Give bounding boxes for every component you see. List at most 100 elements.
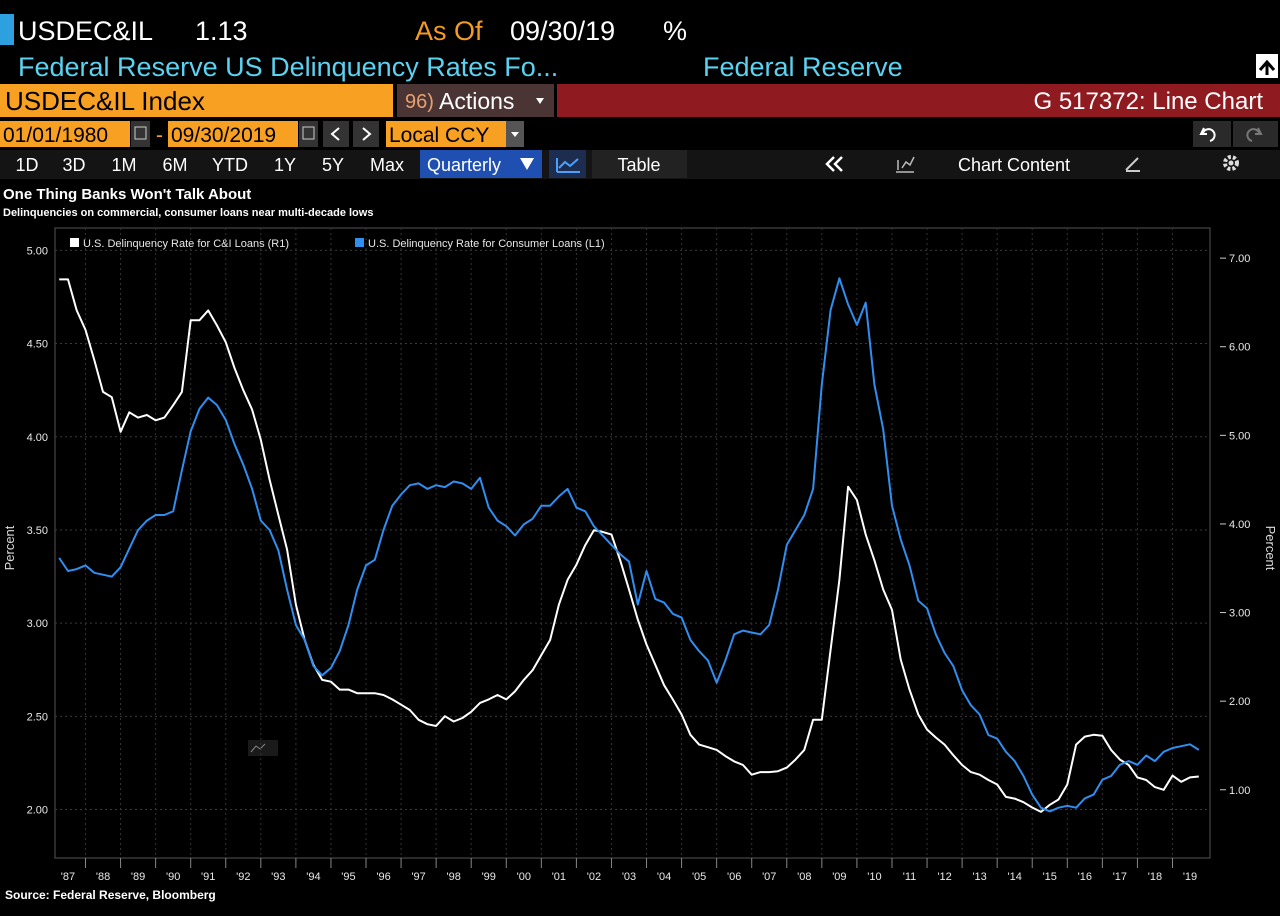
y-axis-label: Percent [2, 525, 17, 570]
x-tick-label: '01 [552, 871, 566, 883]
frequency: Quarterly [427, 155, 501, 175]
calendar-icon [134, 126, 147, 140]
y-tick-label: 2.50 [27, 711, 48, 723]
x-tick-label: '03 [622, 871, 636, 883]
period-buttons: 1D 3D 1M 6M YTD 1Y 5Y Max [15, 155, 404, 175]
period-button[interactable]: 1M [111, 155, 136, 175]
dropdown-arrow [520, 158, 534, 170]
undo-icon [1199, 127, 1216, 142]
settings-icon[interactable] [1223, 155, 1239, 171]
security: USDEC&IL Index [5, 86, 205, 116]
x-tick-label: '91 [201, 871, 215, 883]
start-date-field[interactable] [0, 121, 130, 147]
chart-source: Source: Federal Reserve, Bloomberg [5, 888, 216, 902]
prev-icon [330, 127, 340, 141]
y2-tick-label: 4.00 [1229, 519, 1250, 531]
legend-swatch [355, 238, 364, 247]
title-bar [557, 84, 1280, 117]
x-tick-label: '13 [972, 871, 986, 883]
x-tick-label: '10 [867, 871, 881, 883]
period-button[interactable]: Max [370, 155, 404, 175]
legend-label: U.S. Delinquency Rate for C&I Loans (R1) [83, 238, 289, 250]
x-tick-label: '04 [657, 871, 671, 883]
x-tick-label: '93 [271, 871, 285, 883]
table-label: Table [617, 155, 660, 175]
x-tick-label: '90 [166, 871, 180, 883]
chart-content-label[interactable]: Chart Content [958, 155, 1070, 175]
period-button[interactable]: 1Y [274, 155, 296, 175]
y-tick-label: 5.00 [27, 245, 48, 257]
prev-button[interactable] [323, 121, 349, 147]
export-icon[interactable] [1256, 54, 1278, 78]
x-tick-label: '97 [411, 871, 425, 883]
x-tick-label: '88 [96, 871, 110, 883]
x-tick-label: '07 [762, 871, 776, 883]
plot: 2.00 2.50 3.00 3.50 4.00 4.50 5.00 1.00 2.00 3.00… [27, 227, 1250, 883]
as-of-label: As Of [415, 16, 483, 46]
x-tick-label: '05 [692, 871, 706, 883]
y2-tick-label: 5.00 [1229, 430, 1250, 442]
period-button[interactable]: 3D [62, 155, 85, 175]
units: % [663, 16, 687, 46]
calendar-button[interactable] [131, 121, 150, 147]
actions-number: 96) [405, 91, 434, 113]
frequency-button[interactable] [420, 150, 542, 178]
calendar-icon [302, 126, 315, 140]
series-line [59, 278, 1199, 813]
y2-tick-label: 2.00 [1229, 696, 1250, 708]
cursor-bar [0, 14, 14, 45]
gear [1223, 155, 1239, 171]
chart-tools-icon[interactable] [896, 156, 915, 173]
source-name: Federal Reserve [703, 52, 903, 82]
security-field[interactable] [0, 84, 393, 117]
description: Federal Reserve US Delinquency Rates Fo.… [18, 52, 558, 82]
as-of-date: 09/30/19 [510, 16, 615, 46]
gear-hub [1228, 160, 1234, 166]
dropdown-arrow [511, 132, 519, 137]
y2-tick-label: 3.00 [1229, 608, 1250, 620]
next-icon [362, 127, 372, 141]
legend-swatch [70, 238, 79, 247]
calendar-button[interactable] [299, 121, 318, 147]
actions-button[interactable] [397, 84, 554, 117]
x-tick-label: '09 [832, 871, 846, 883]
x-tick-label: '16 [1078, 871, 1092, 883]
x-tick-label: '92 [236, 871, 250, 883]
x-tick-label: '89 [131, 871, 145, 883]
x-tick-label: '15 [1043, 871, 1057, 883]
next-button[interactable] [353, 121, 379, 147]
x-tick-label: '95 [341, 871, 355, 883]
series-line [58, 277, 1200, 813]
x-tick-label: '02 [587, 871, 601, 883]
y-tick-label: 4.00 [27, 432, 48, 444]
chart-title: One Thing Banks Won't Talk About [3, 186, 251, 203]
period-button[interactable]: 1D [15, 155, 38, 175]
end-date-field[interactable] [168, 121, 298, 147]
edit-icon[interactable] [1125, 157, 1140, 172]
x-tick-label: '99 [482, 871, 496, 883]
collapse-icon[interactable] [825, 156, 843, 172]
table-button[interactable] [592, 150, 687, 178]
x-tick-label: '94 [306, 871, 320, 883]
y-tick-label: 3.00 [27, 618, 48, 630]
x-tick-label: '11 [903, 871, 917, 883]
y2-tick-label: 7.00 [1229, 253, 1250, 265]
mini-chart-icon[interactable] [248, 740, 278, 756]
start-date: 01/01/1980 [3, 124, 108, 147]
currency-field[interactable] [386, 121, 506, 147]
x-tick-label: '87 [61, 871, 75, 883]
y2-axis-label: Percent [1263, 526, 1278, 571]
period-button[interactable]: 5Y [322, 155, 344, 175]
last-value: 1.13 [195, 16, 248, 46]
period-button[interactable]: 6M [162, 155, 187, 175]
chart-id: G 517372: Line Chart [1034, 88, 1264, 115]
undo-button[interactable] [1193, 121, 1231, 147]
y2-tick-label: 1.00 [1229, 785, 1250, 797]
y2-tick-label: 6.00 [1229, 342, 1250, 354]
x-tick-label: '17 [1113, 871, 1127, 883]
plot-frame [54, 227, 1211, 859]
y-tick-label: 2.00 [27, 805, 48, 817]
x-tick-label: '06 [727, 871, 741, 883]
period-button[interactable]: YTD [212, 155, 248, 175]
